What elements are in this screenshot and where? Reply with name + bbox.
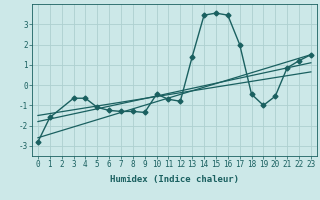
X-axis label: Humidex (Indice chaleur): Humidex (Indice chaleur) — [110, 175, 239, 184]
